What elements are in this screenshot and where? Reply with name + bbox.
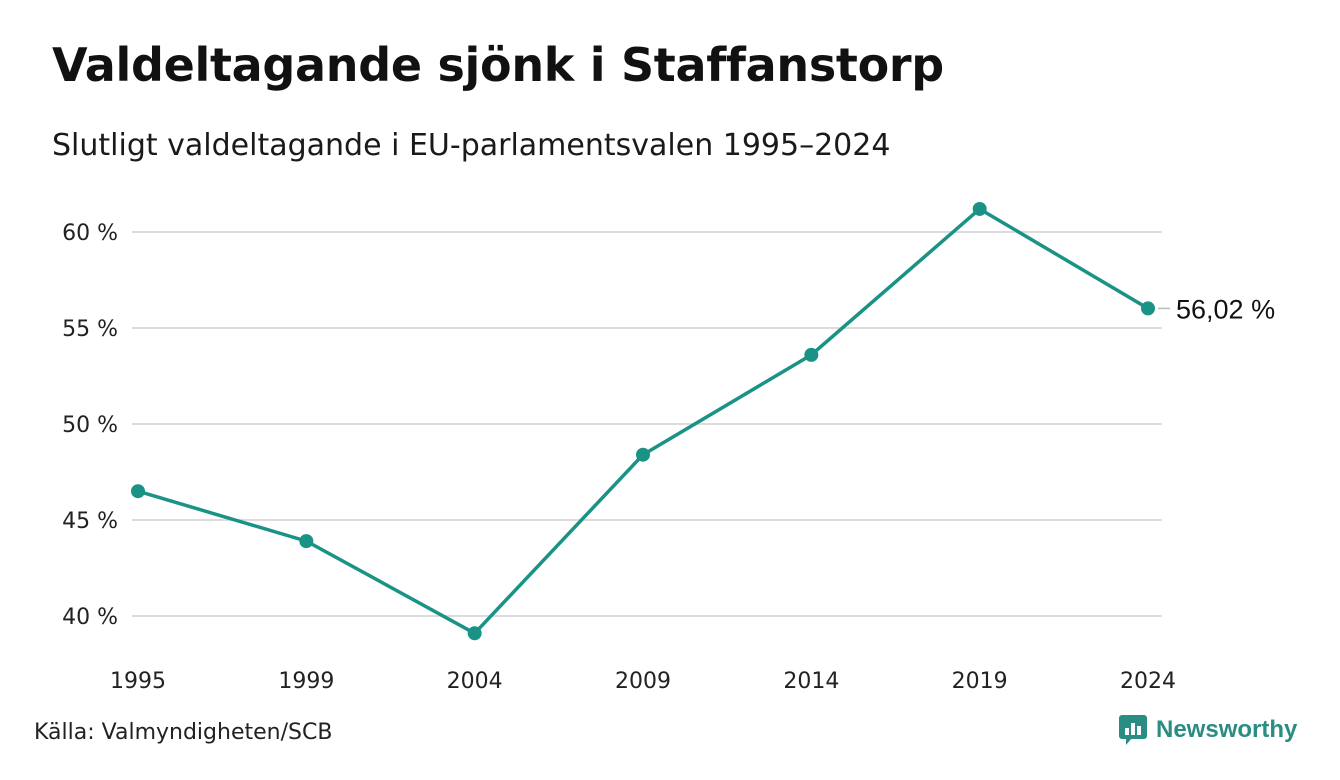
x-tick-label: 2019 (952, 669, 1008, 694)
y-tick-label: 45 % (62, 509, 118, 534)
end-value-label: 56,02 % (1176, 294, 1275, 324)
x-tick-label: 1999 (278, 669, 334, 694)
y-tick-label: 60 % (62, 221, 118, 246)
series-line (136, 207, 1150, 636)
data-point (299, 534, 314, 549)
data-point (1141, 301, 1155, 316)
chart-subtitle: Slutligt valdeltagande i EU-parlamentsva… (52, 128, 891, 163)
x-tick-label: 2009 (615, 669, 671, 694)
data-point (467, 626, 482, 641)
chart-title: Valdeltagande sjönk i Staffanstorp (52, 38, 944, 92)
x-tick-label: 2024 (1120, 669, 1176, 694)
y-tick-label: 55 % (62, 317, 118, 342)
brand-name: Newsworthy (1156, 716, 1298, 743)
data-point (972, 201, 987, 216)
brand: Newsworthy (1118, 714, 1297, 746)
source-note: Källa: Valmyndigheten/SCB (34, 720, 333, 745)
newsworthy-logo-icon (1119, 715, 1147, 745)
x-tick-label: 2004 (447, 669, 503, 694)
data-point (131, 484, 145, 499)
line-chart: 40 % 45 % 50 % 55 % 60 % 1995 1999 2004 2009 2014… (62, 201, 1275, 694)
data-point (636, 447, 650, 462)
x-tick-label: 2014 (783, 669, 839, 694)
data-point (804, 347, 819, 362)
y-tick-label: 40 % (62, 605, 118, 630)
y-tick-label: 50 % (62, 413, 118, 438)
x-tick-label: 1995 (110, 669, 166, 694)
